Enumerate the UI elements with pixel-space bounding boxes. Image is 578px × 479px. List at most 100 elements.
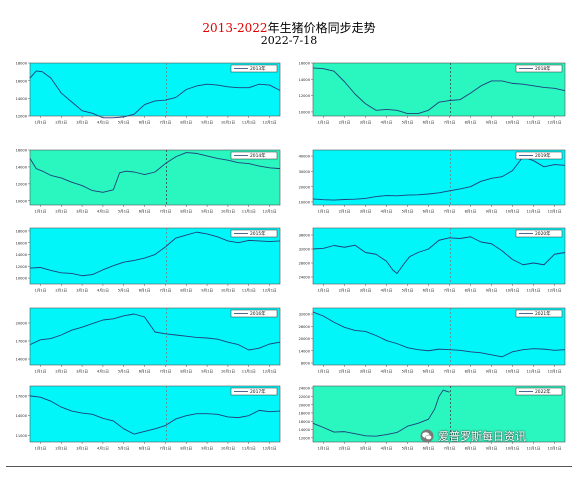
x-tick-label: 7月1日 — [160, 369, 172, 374]
chart-panel: 12000 14000 16000 18000 20000 22000 24000 1月1日 2… — [299, 385, 566, 451]
chart-panel: 10000 20000 30000 40000 1月1日 2月1日 3月1日 4月1日 5月1日… — [299, 149, 566, 214]
x-tick-label: 11月1日 — [526, 369, 540, 374]
price-series-line — [29, 70, 281, 119]
x-tick-label: 6月1日 — [423, 288, 435, 293]
x-tick-label: 2月1日 — [339, 120, 351, 125]
x-tick-label: 6月1日 — [423, 369, 435, 374]
x-tick-label: 9月1日 — [486, 209, 498, 214]
wechat-icon — [420, 429, 434, 443]
y-tick-label: 12000 — [299, 436, 311, 440]
chart-panel: 11000 14000 17000 1月1日 2月1日 3月1日 4月1日 5月1日 6月1日 7… — [16, 385, 281, 451]
x-tick-label: 8月1日 — [180, 120, 192, 125]
x-tick-label: 6月1日 — [139, 120, 151, 125]
x-tick-label: 2月1日 — [339, 209, 351, 214]
x-tick-label: 10月1日 — [221, 120, 235, 125]
legend — [515, 151, 563, 160]
y-tick-label: 36000 — [299, 234, 311, 238]
legend — [230, 387, 278, 396]
price-series-line — [312, 311, 566, 358]
page-title: 2013-2022年生猪价格同步走势 — [0, 22, 578, 35]
x-tick-label: 4月1日 — [381, 209, 393, 214]
x-tick-label: 5月1日 — [118, 288, 130, 293]
x-tick-label: 6月1日 — [139, 446, 151, 451]
x-tick-label: 6月1日 — [423, 120, 435, 125]
x-tick-label: 11月1日 — [526, 288, 540, 293]
y-tick-label: 17000 — [16, 340, 28, 344]
x-tick-label: 3月1日 — [76, 120, 88, 125]
x-tick-label: 6月1日 — [139, 209, 151, 214]
x-tick-label: 9月1日 — [486, 446, 498, 451]
legend — [515, 309, 563, 318]
x-tick-label: 5月1日 — [402, 209, 414, 214]
x-tick-label: 12月1日 — [263, 288, 277, 293]
chart-panel: 10000 12000 14000 16000 1月1日 2月1日 3月1日 4月1日 5月1日… — [299, 62, 566, 125]
y-tick-label: 16000 — [299, 62, 311, 66]
legend — [515, 229, 563, 238]
x-tick-label: 7月1日 — [444, 120, 456, 125]
x-tick-label: 1月1日 — [35, 288, 47, 293]
plot-area — [29, 385, 281, 443]
y-tick-label: 20000 — [299, 403, 311, 407]
y-tick-label: 26000 — [299, 325, 311, 329]
x-tick-label: 9月1日 — [201, 369, 213, 374]
plot-area — [312, 227, 566, 285]
plot-area — [29, 227, 281, 285]
x-tick-label: 3月1日 — [360, 369, 372, 374]
x-tick-label: 10月1日 — [221, 209, 235, 214]
y-tick-label: 30000 — [299, 170, 311, 174]
y-tick-label: 24000 — [299, 276, 311, 280]
chart-panel: 14000 17000 20000 1月1日 2月1日 3月1日 4月1日 5月1日 6月1日 7… — [16, 307, 281, 374]
x-tick-label: 11月1日 — [526, 120, 540, 125]
x-tick-label: 10月1日 — [221, 288, 235, 293]
x-tick-label: 8月1日 — [180, 209, 192, 214]
price-series-line — [312, 67, 566, 115]
title-text: 年生猪价格同步走势 — [267, 21, 376, 35]
x-tick-label: 12月1日 — [263, 446, 277, 451]
x-tick-label: 8月1日 — [180, 288, 192, 293]
legend — [230, 229, 278, 238]
x-tick-label: 11月1日 — [526, 446, 540, 451]
x-tick-label: 1月1日 — [318, 369, 330, 374]
y-tick-label: 10000 — [16, 199, 28, 203]
plot-area — [29, 307, 281, 366]
x-tick-label: 8月1日 — [465, 446, 477, 451]
x-tick-label: 9月1日 — [201, 446, 213, 451]
legend-label: 2021年 — [535, 310, 551, 317]
y-tick-label: 14000 — [16, 166, 28, 170]
x-tick-label: 5月1日 — [118, 120, 130, 125]
legend — [230, 151, 278, 160]
x-tick-label: 5月1日 — [402, 369, 414, 374]
price-series-line — [29, 231, 281, 277]
x-tick-label: 8月1日 — [465, 209, 477, 214]
y-tick-label: 14000 — [16, 97, 28, 101]
x-tick-label: 7月1日 — [160, 446, 172, 451]
y-tick-label: 16000 — [16, 149, 28, 153]
x-tick-label: 9月1日 — [486, 120, 498, 125]
x-tick-label: 5月1日 — [118, 369, 130, 374]
y-tick-label: 14000 — [16, 253, 28, 257]
price-series-line — [312, 236, 566, 274]
y-tick-label: 18000 — [16, 230, 28, 234]
x-tick-label: 10月1日 — [505, 288, 519, 293]
y-tick-label: 17000 — [16, 394, 28, 398]
x-tick-label: 2月1日 — [55, 120, 67, 125]
y-tick-label: 12000 — [299, 94, 311, 98]
chart-panel: 10000 12000 14000 16000 18000 1月1日 2月1日 3月1日 4月1… — [16, 227, 281, 293]
x-tick-label: 11月1日 — [242, 369, 256, 374]
y-tick-label: 14000 — [299, 78, 311, 82]
x-tick-label: 7月1日 — [444, 446, 456, 451]
y-tick-label: 28000 — [299, 262, 311, 266]
x-tick-label: 4月1日 — [381, 288, 393, 293]
x-tick-label: 4月1日 — [97, 209, 109, 214]
x-tick-label: 3月1日 — [76, 446, 88, 451]
x-tick-label: 5月1日 — [402, 288, 414, 293]
y-tick-label: 18000 — [299, 412, 311, 416]
x-tick-label: 8月1日 — [465, 369, 477, 374]
y-tick-label: 12000 — [16, 265, 28, 269]
x-tick-label: 1月1日 — [318, 209, 330, 214]
price-series-line — [29, 395, 281, 435]
y-tick-label: 22000 — [299, 395, 311, 399]
x-tick-label: 11月1日 — [242, 209, 256, 214]
chart-panel: 10000 12000 14000 16000 1月1日 2月1日 3月1日 4月1日 5月1日… — [16, 149, 281, 214]
y-tick-label: 10000 — [16, 277, 28, 281]
